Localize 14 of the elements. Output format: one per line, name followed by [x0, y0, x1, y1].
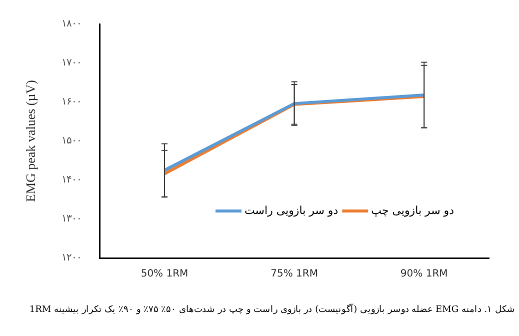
y-tick-label: ۱۷۰۰ — [62, 58, 82, 69]
legend-label: دو سر بازویی راست — [244, 204, 338, 217]
x-tick-label: 75% 1RM — [270, 268, 318, 280]
y-tick-label: ۱۸۰۰ — [62, 18, 82, 30]
y-tick-label: ۱۵۰۰ — [62, 136, 82, 147]
y-tick-label: ۱۶۰۰ — [62, 96, 82, 108]
x-tick-label: 50% 1RM — [140, 268, 188, 280]
legend-label: دو سر بازویی چپ — [371, 204, 454, 217]
y-tick-label: ۱۳۰۰ — [62, 214, 82, 225]
x-tick-label: 90% 1RM — [400, 268, 448, 280]
y-tick-label: ۱۲۰۰ — [62, 252, 82, 264]
y-axis-title: EMG peak values (µV) — [23, 80, 38, 202]
text: شکل ۱. دامنه EMG عضله دوسر بازویی (آگونیست) در بازوی راست و چپ در شدت‌های ۵۰٪ ۷۵٪ و ۹۰٪ یک تکرار بیشینه 1RM — [28, 302, 516, 315]
y-tick-label: ۱۴۰۰ — [62, 174, 82, 186]
